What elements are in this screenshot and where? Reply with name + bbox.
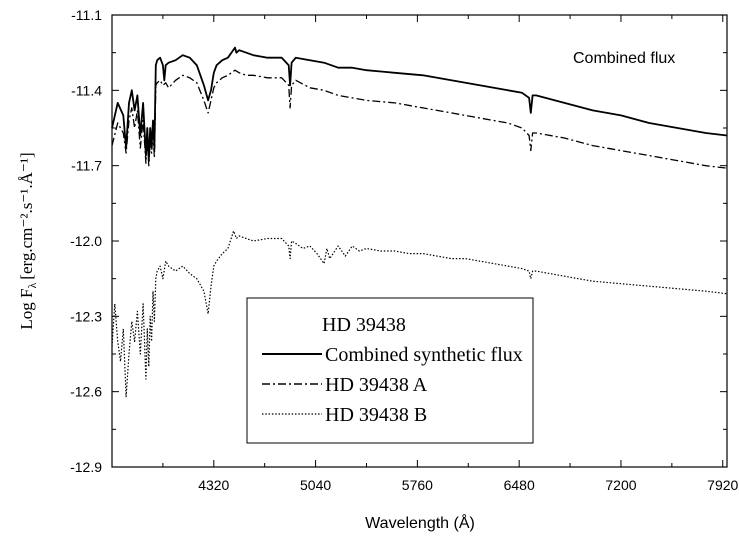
y-tick-label: -12.3	[70, 308, 102, 324]
series-line-0	[111, 46, 728, 162]
legend-title: HD 39438	[322, 314, 406, 336]
y-tick-label: -11.4	[71, 82, 102, 98]
y-tick-labels: -11.1 -11.4 -11.7 -12.0 -12.3 -12.6 -12.9	[70, 7, 102, 475]
series-layer	[111, 46, 728, 398]
y-tick-label: -11.7	[71, 158, 102, 174]
legend-label-b: HD 39438 B	[325, 404, 427, 426]
x-tick-label: 7920	[707, 477, 738, 493]
x-tick-label: 7200	[605, 477, 636, 493]
tick-layer	[112, 14, 727, 468]
y-tick-label: -12.6	[70, 384, 102, 400]
legend: HD 39438 Combined synthetic flux HD 3943…	[246, 297, 534, 444]
y-tick-label: -12.9	[70, 459, 102, 475]
series-line-1	[111, 69, 728, 169]
y-axis-label-subscript: λ	[25, 283, 39, 289]
y-tick-label: -11.1	[71, 7, 102, 23]
x-tick-label: 5760	[402, 477, 433, 493]
legend-box	[246, 297, 534, 444]
x-tick-label: 5040	[300, 477, 331, 493]
x-axis-label: Wavelength (Å)	[365, 513, 475, 532]
y-tick-label: -12.0	[70, 233, 102, 249]
x-tick-label: 4320	[198, 477, 229, 493]
series-line-2	[111, 230, 728, 398]
legend-label-combined: Combined synthetic flux	[325, 344, 523, 366]
y-axis-label-units: [erg.cm⁻².s⁻¹.Å⁻¹]	[17, 152, 36, 279]
x-tick-labels: 4320 5040 5760 6480 7200 7920	[198, 477, 738, 493]
y-axis-label: Log Fλ [erg.cm⁻².s⁻¹.Å⁻¹]	[17, 152, 39, 329]
y-axis-label-main: Log F	[17, 289, 36, 330]
x-tick-label: 6480	[504, 477, 535, 493]
legend-label-a: HD 39438 A	[325, 374, 428, 396]
annotation-combined-flux: Combined flux	[573, 50, 675, 67]
